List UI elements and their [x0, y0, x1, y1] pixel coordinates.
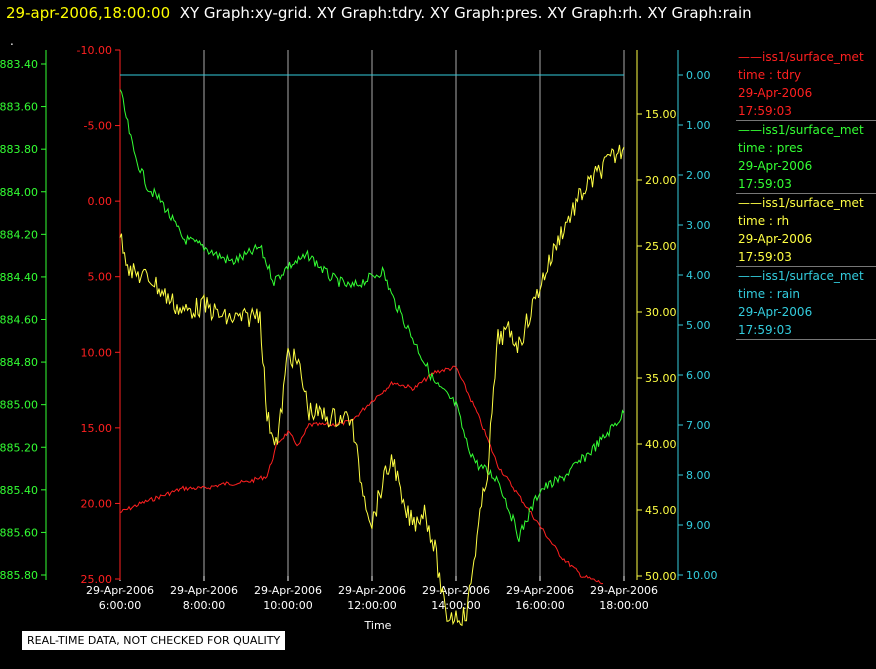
pres-tick-label: 885.80: [0, 569, 38, 582]
rh-tick-label: 35.00: [645, 372, 677, 385]
x-tick-label-date: 29-Apr-2006: [506, 584, 574, 597]
x-tick-label-time: 16:00:00: [515, 599, 564, 612]
pres-tick-label: 885.20: [0, 441, 38, 454]
x-tick-label-date: 29-Apr-2006: [254, 584, 322, 597]
rain-tick-label: 2.00: [686, 169, 711, 182]
rain-tick-label: 3.00: [686, 219, 711, 232]
x-tick-label-time: 8:00:00: [183, 599, 225, 612]
series-line-rh: [119, 144, 625, 627]
legend-source: ——iss1/surface_met: [738, 50, 864, 64]
x-axis-label: Time: [364, 619, 392, 632]
rain-tick-label: 9.00: [686, 519, 711, 532]
legend-source: ——iss1/surface_met: [738, 269, 864, 283]
legend-time: 17:59:03: [738, 177, 792, 191]
tdry-tick-label: 5.00: [88, 271, 113, 284]
x-tick-label-date: 29-Apr-2006: [338, 584, 406, 597]
x-tick-label-time: 18:00:00: [599, 599, 648, 612]
legend-variable: time : tdry: [738, 68, 802, 82]
legend-time: 17:59:03: [738, 323, 792, 337]
pres-tick-label: 883.80: [0, 143, 38, 156]
legend-date: 29-Apr-2006: [738, 86, 813, 100]
stray-dot: .: [10, 34, 14, 48]
series-line-tdry: [119, 365, 604, 585]
pres-tick-label: 884.00: [0, 186, 38, 199]
pres-tick-label: 883.60: [0, 101, 38, 114]
legend-source: ——iss1/surface_met: [738, 196, 864, 210]
rain-tick-label: 8.00: [686, 469, 711, 482]
legend-time: 17:59:03: [738, 104, 792, 118]
rh-tick-label: 25.00: [645, 240, 677, 253]
rain-tick-label: 1.00: [686, 119, 711, 132]
pres-tick-label: 883.40: [0, 58, 38, 71]
pres-tick-label: 884.60: [0, 314, 38, 327]
x-tick-label-time: 14:00:00: [431, 599, 480, 612]
pres-tick-label: 884.80: [0, 356, 38, 369]
x-tick-label-date: 29-Apr-2006: [86, 584, 154, 597]
rh-tick-label: 40.00: [645, 438, 677, 451]
x-tick-label-time: 6:00:00: [99, 599, 141, 612]
rh-tick-label: 50.00: [645, 570, 677, 583]
rain-tick-label: 0.00: [686, 69, 711, 82]
x-tick-label-date: 29-Apr-2006: [422, 584, 490, 597]
rh-tick-label: 20.00: [645, 174, 677, 187]
x-tick-label-date: 29-Apr-2006: [590, 584, 658, 597]
rain-tick-label: 6.00: [686, 369, 711, 382]
x-tick-label-date: 29-Apr-2006: [170, 584, 238, 597]
quality-disclaimer: REAL-TIME DATA, NOT CHECKED FOR QUALITY: [22, 631, 286, 650]
legend-time: 17:59:03: [738, 250, 792, 264]
tdry-tick-label: 0.00: [88, 195, 113, 208]
legend-date: 29-Apr-2006: [738, 232, 813, 246]
chart-title: 29-apr-2006,18:00:00 XY Graph:xy-grid. X…: [6, 4, 752, 22]
tdry-tick-label: 20.00: [81, 497, 113, 510]
tdry-tick-label: 10.00: [81, 346, 113, 359]
pres-tick-label: 885.40: [0, 484, 38, 497]
legend-variable: time : rh: [738, 214, 790, 228]
tdry-tick-label: -5.00: [84, 120, 112, 133]
tdry-tick-label: 15.00: [81, 422, 113, 435]
pres-tick-label: 885.00: [0, 399, 38, 412]
legend: ——iss1/surface_met time : tdry 29-Apr-2006…: [736, 48, 876, 340]
x-tick-label-time: 12:00:00: [347, 599, 396, 612]
series-line-pres: [119, 89, 625, 542]
x-tick-label-time: 10:00:00: [263, 599, 312, 612]
rain-tick-label: 4.00: [686, 269, 711, 282]
rain-tick-label: 7.00: [686, 419, 711, 432]
rh-tick-label: 30.00: [645, 306, 677, 319]
title-graphs: XY Graph:xy-grid. XY Graph:tdry. XY Grap…: [179, 4, 752, 22]
legend-source: ——iss1/surface_met: [738, 123, 864, 137]
rh-tick-label: 45.00: [645, 504, 677, 517]
pres-tick-label: 885.60: [0, 526, 38, 539]
title-timestamp: 29-apr-2006,18:00:00: [6, 4, 171, 22]
tdry-tick-label: -10.00: [77, 44, 112, 57]
legend-date: 29-Apr-2006: [738, 159, 813, 173]
rh-tick-label: 15.00: [645, 108, 677, 121]
legend-variable: time : pres: [738, 141, 803, 155]
pres-tick-label: 884.40: [0, 271, 38, 284]
tdry-tick-label: 25.00: [81, 573, 113, 586]
pres-tick-label: 884.20: [0, 228, 38, 241]
rain-tick-label: 5.00: [686, 319, 711, 332]
legend-date: 29-Apr-2006: [738, 305, 813, 319]
legend-variable: time : rain: [738, 287, 801, 301]
rain-tick-label: 10.00: [686, 569, 718, 582]
